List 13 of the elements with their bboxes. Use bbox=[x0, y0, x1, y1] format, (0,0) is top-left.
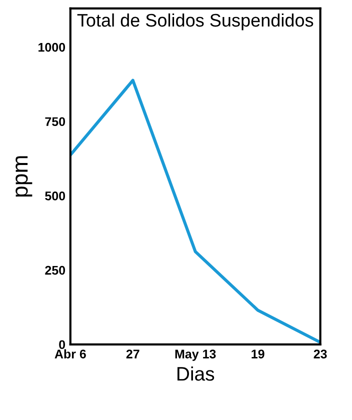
y-tick-label: 500 bbox=[45, 192, 66, 200]
x-tick-label: 19 bbox=[252, 350, 264, 358]
y-axis-title: ppm bbox=[16, 156, 32, 197]
x-axis-title: Dias bbox=[178, 366, 214, 381]
chart-title: Total de Solidos Suspendidos bbox=[77, 13, 314, 30]
x-tick-label: May 13 bbox=[175, 350, 216, 361]
x-tick-label: Abr 6 bbox=[54, 349, 86, 358]
y-tick-label: 0 bbox=[59, 340, 66, 350]
x-tick-label: 27 bbox=[126, 350, 140, 358]
y-tick-label: 1000 bbox=[38, 42, 66, 52]
y-tick-label: 750 bbox=[45, 117, 66, 126]
x-tick-label: 23 bbox=[314, 350, 327, 358]
y-tick-label: 250 bbox=[45, 266, 66, 275]
